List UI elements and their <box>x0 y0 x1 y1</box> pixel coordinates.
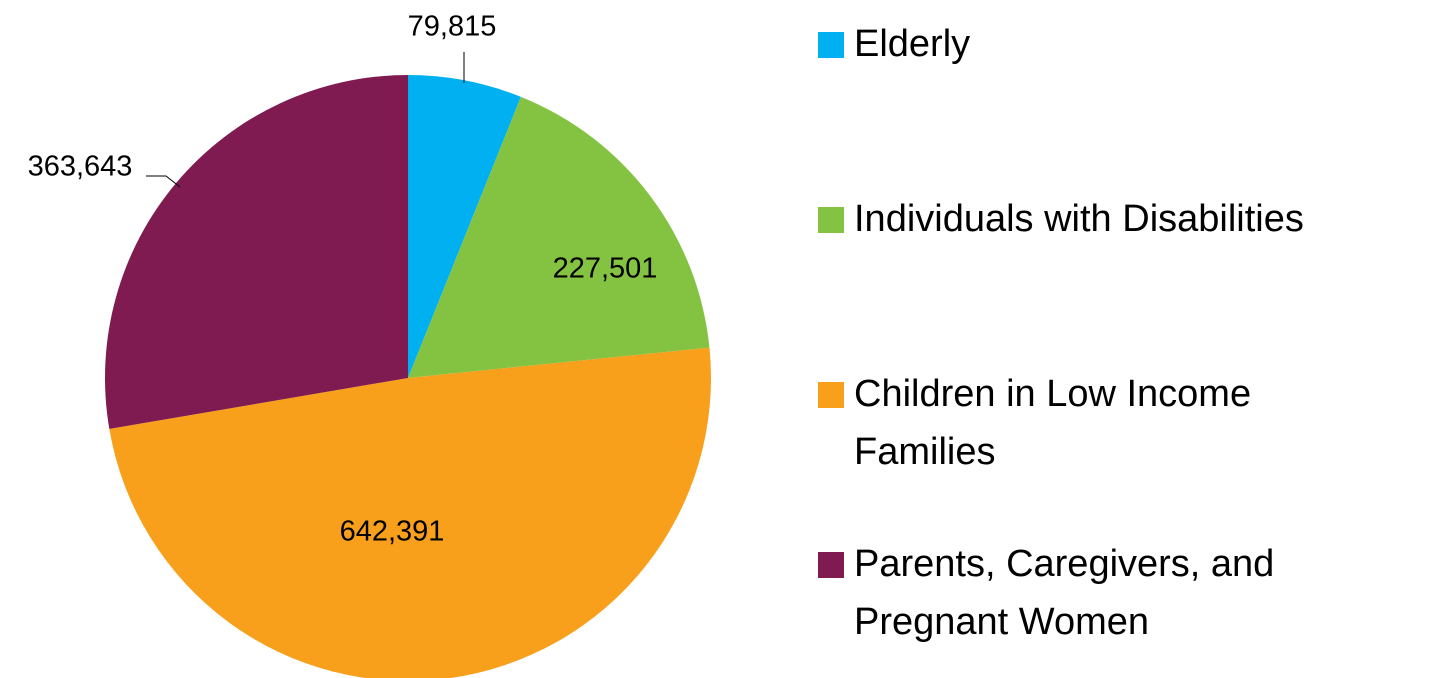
legend-swatch <box>818 382 844 408</box>
data-label: 227,501 <box>553 253 658 285</box>
legend-label: Children in Low Income Families <box>854 373 1252 473</box>
legend-item: Children in Low Income Families <box>818 365 1354 481</box>
pie-slice <box>104 75 408 429</box>
pie-slice <box>109 347 711 678</box>
data-label: 642,391 <box>340 516 445 548</box>
legend-item: Parents, Caregivers, and Pregnant Women <box>818 535 1354 651</box>
legend-item: Individuals with Disabilities <box>818 190 1354 248</box>
legend-label: Parents, Caregivers, and Pregnant Women <box>854 543 1275 643</box>
legend-swatch <box>818 552 844 578</box>
chart: 79,815 227,501 642,391 363,643 <box>28 11 711 678</box>
data-label: 363,643 <box>28 151 133 183</box>
leader-line <box>146 175 181 188</box>
pie-slice <box>408 75 521 378</box>
legend-label: Individuals with Disabilities <box>854 198 1304 240</box>
legend-item: Elderly <box>818 15 1354 73</box>
legend-label: Elderly <box>854 23 971 65</box>
legend-swatch <box>818 32 844 58</box>
legend-swatch <box>818 207 844 233</box>
pie-slice <box>408 96 710 378</box>
data-label: 79,815 <box>408 11 497 43</box>
